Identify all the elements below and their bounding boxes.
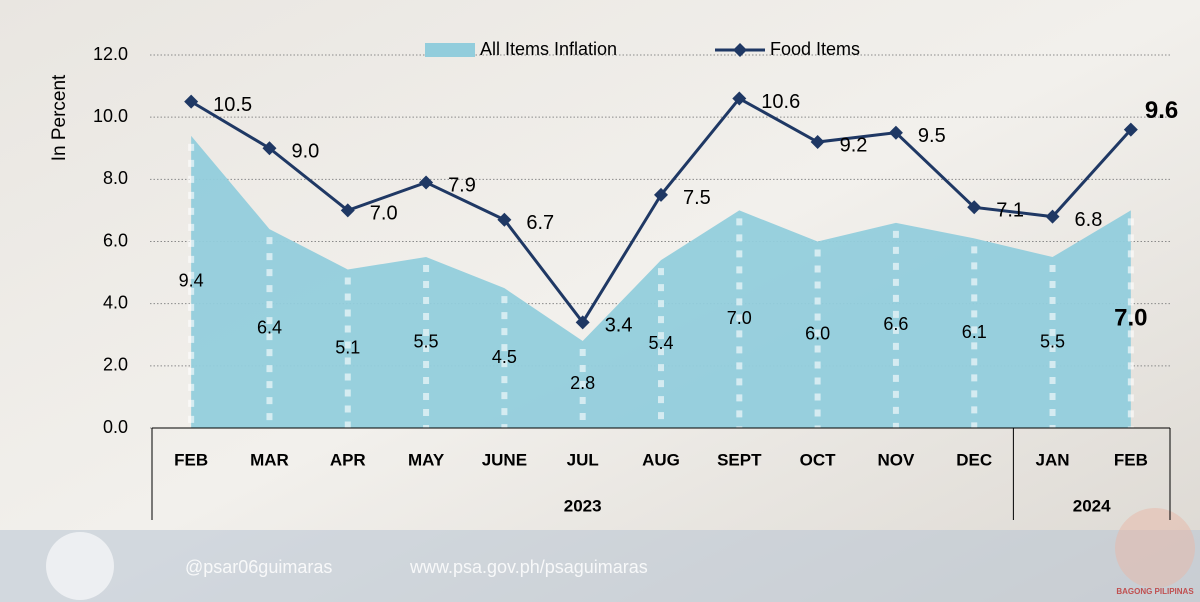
line-marker bbox=[732, 91, 747, 106]
area bbox=[191, 135, 1131, 429]
area-value-label: 5.5 bbox=[414, 331, 439, 351]
x-tick-label: SEPT bbox=[717, 450, 762, 469]
footer-logo-text: BAGONG PILIPINAS bbox=[1116, 587, 1194, 596]
line-marker bbox=[419, 175, 434, 190]
bagong-pilipinas-logo bbox=[1115, 508, 1195, 588]
psa-logo bbox=[46, 532, 114, 600]
line-value-label: 9.6 bbox=[1145, 97, 1178, 124]
x-tick-label: DEC bbox=[956, 450, 992, 469]
area-value-label: 9.4 bbox=[179, 271, 204, 291]
line-marker bbox=[1045, 209, 1060, 224]
x-tick-label: APR bbox=[330, 450, 366, 469]
area-value-label: 6.0 bbox=[805, 324, 830, 344]
x-tick-label: FEB bbox=[174, 450, 208, 469]
y-axis-label: In Percent bbox=[49, 74, 70, 161]
x-tick-label: NOV bbox=[878, 450, 916, 469]
line-value-label: 3.4 bbox=[605, 315, 633, 337]
x-tick-label: OCT bbox=[800, 450, 837, 469]
area-value-label: 6.6 bbox=[883, 314, 908, 334]
line-value-label: 9.5 bbox=[918, 125, 946, 147]
area-value-label: 6.1 bbox=[962, 322, 987, 342]
line-value-label: 6.7 bbox=[526, 212, 554, 234]
line-value-label: 9.2 bbox=[840, 134, 868, 156]
line-marker bbox=[575, 315, 590, 330]
line-value-label: 7.9 bbox=[448, 175, 476, 197]
legend-label: All Items Inflation bbox=[480, 39, 617, 59]
area-value-label: 5.4 bbox=[648, 333, 673, 353]
x-tick-label: JUL bbox=[567, 450, 599, 469]
x-tick-label: AUG bbox=[642, 450, 680, 469]
footer-band bbox=[0, 530, 1200, 602]
y-tick-label: 8.0 bbox=[103, 168, 128, 188]
area-value-label: 5.1 bbox=[335, 337, 360, 357]
line-marker bbox=[654, 187, 668, 202]
area-value-label: 4.5 bbox=[492, 347, 517, 367]
line-value-label: 10.5 bbox=[213, 94, 252, 116]
legend-label: Food Items bbox=[770, 39, 860, 59]
area-value-label: 2.8 bbox=[570, 373, 595, 393]
area-value-label: 7.0 bbox=[1114, 305, 1147, 332]
line-marker bbox=[967, 200, 982, 215]
line-marker bbox=[340, 203, 355, 218]
line-value-label: 7.1 bbox=[996, 200, 1024, 222]
y-tick-label: 10.0 bbox=[93, 106, 128, 126]
line-marker bbox=[262, 141, 277, 156]
group-label: 2023 bbox=[564, 496, 602, 515]
x-tick-label: MAR bbox=[250, 450, 289, 469]
line-value-label: 10.6 bbox=[761, 91, 800, 113]
line-value-label: 7.0 bbox=[370, 203, 398, 225]
x-tick-label: FEB bbox=[1114, 450, 1148, 469]
area-value-label: 5.5 bbox=[1040, 331, 1065, 351]
footer-website: www.psa.gov.ph/psaguimaras bbox=[409, 557, 648, 577]
line-marker bbox=[497, 212, 512, 227]
y-tick-label: 2.0 bbox=[103, 355, 128, 375]
line-marker bbox=[888, 125, 903, 140]
x-tick-label: JUNE bbox=[482, 450, 527, 469]
line-marker bbox=[810, 135, 825, 150]
line-value-label: 9.0 bbox=[291, 141, 319, 163]
y-tick-label: 4.0 bbox=[103, 292, 128, 312]
y-tick-label: 6.0 bbox=[103, 230, 128, 250]
y-tick-label: 12.0 bbox=[93, 44, 128, 64]
line-marker bbox=[184, 94, 199, 109]
x-tick-label: JAN bbox=[1036, 450, 1070, 469]
area-value-label: 6.4 bbox=[257, 317, 282, 337]
group-label: 2024 bbox=[1073, 496, 1111, 515]
x-tick-label: MAY bbox=[408, 450, 445, 469]
line-value-label: 7.5 bbox=[683, 187, 711, 209]
line-value-label: 6.8 bbox=[1075, 209, 1103, 231]
area-value-label: 7.0 bbox=[727, 308, 752, 328]
y-tick-label: 0.0 bbox=[103, 417, 128, 437]
line-marker bbox=[1123, 122, 1138, 137]
footer-social: @psar06guimaras bbox=[185, 557, 332, 577]
legend-swatch bbox=[425, 43, 475, 57]
legend-marker bbox=[733, 43, 747, 57]
